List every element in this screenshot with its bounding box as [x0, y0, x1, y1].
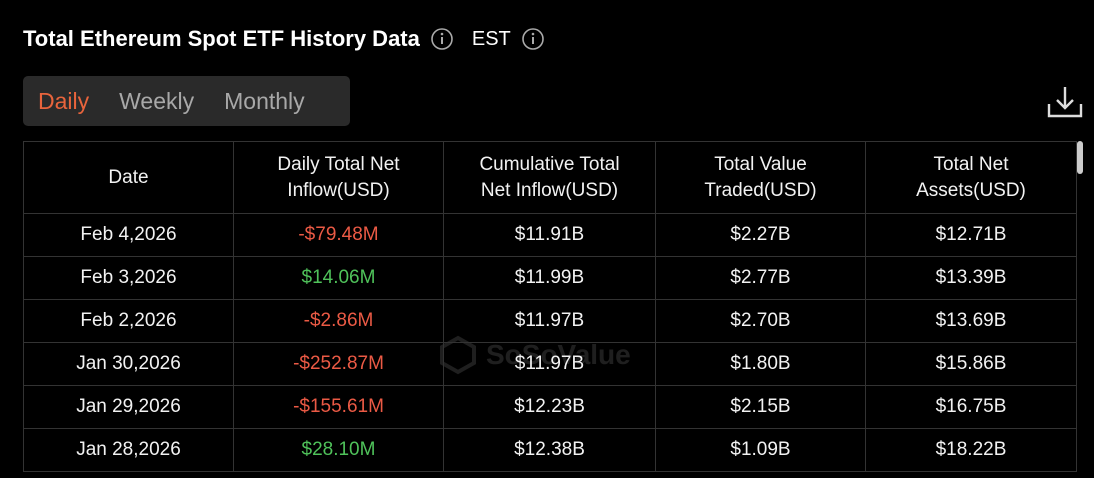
- header: Total Ethereum Spot ETF History Data EST: [23, 24, 545, 54]
- table-cell: $18.22B: [865, 428, 1077, 472]
- period-tab[interactable]: Daily: [38, 87, 90, 114]
- table-row: Jan 28,2026 $28.10M $12.38B $1.09B $18.22B: [23, 428, 1077, 472]
- table-cell: Feb 4,2026: [23, 213, 234, 257]
- table-cell: $11.99B: [443, 256, 656, 300]
- header-row: Date Daily Total Net Inflow(USD) Cumulativ…: [23, 141, 1077, 214]
- info-icon[interactable]: [430, 27, 454, 51]
- table-cell: $15.86B: [865, 342, 1077, 386]
- timezone: EST: [471, 27, 511, 50]
- column-header: Daily Total Net Inflow(USD): [233, 141, 444, 214]
- column-header: Date: [23, 141, 234, 214]
- table-row: Jan 29,2026 -$155.61M $12.23B $2.15B $16.75B: [23, 385, 1077, 429]
- table-cell: $11.97B: [443, 299, 656, 343]
- table-cell: Jan 30,2026: [23, 342, 234, 386]
- table-cell: Jan 29,2026: [23, 385, 234, 429]
- table-cell: $2.15B: [655, 385, 866, 429]
- table-cell: $11.97B: [443, 342, 656, 386]
- period-tabs: Daily Weekly Monthly: [23, 76, 350, 126]
- table-cell: $12.23B: [443, 385, 656, 429]
- table-cell: -$2.86M: [233, 299, 444, 343]
- table-cell: $13.69B: [865, 299, 1077, 343]
- table-cell: $2.27B: [655, 213, 866, 257]
- table-cell: $2.77B: [655, 256, 866, 300]
- table-cell: $1.80B: [655, 342, 866, 386]
- page-title: Total Ethereum Spot ETF History Data: [23, 26, 420, 51]
- period-tab[interactable]: Monthly: [224, 87, 305, 114]
- table-cell: $14.06M: [233, 256, 444, 300]
- column-header: Total Net Assets(USD): [865, 141, 1077, 214]
- table-cell: Jan 28,2026: [23, 428, 234, 472]
- table-cell: $12.38B: [443, 428, 656, 472]
- column-header: Total Value Traded(USD): [655, 141, 866, 214]
- table-body: Feb 4,2026 -$79.48M $11.91B $2.27B $12.71B Fe…: [23, 213, 1077, 472]
- table-cell: -$252.87M: [233, 342, 444, 386]
- history-table: Date Daily Total Net Inflow(USD) Cumulativ…: [23, 141, 1077, 472]
- table-cell: $12.71B: [865, 213, 1077, 257]
- table-cell: -$155.61M: [233, 385, 444, 429]
- table-cell: $1.09B: [655, 428, 866, 472]
- table-row: Feb 4,2026 -$79.48M $11.91B $2.27B $12.71B: [23, 213, 1077, 257]
- table-row: Feb 3,2026 $14.06M $11.99B $2.77B $13.39B: [23, 256, 1077, 300]
- download-button[interactable]: [1046, 84, 1084, 120]
- table-cell: Feb 2,2026: [23, 299, 234, 343]
- table-cell: Feb 3,2026: [23, 256, 234, 300]
- table-cell: $2.70B: [655, 299, 866, 343]
- table-cell: $16.75B: [865, 385, 1077, 429]
- table-row: Jan 30,2026 -$252.87M $11.97B $1.80B $15.86B: [23, 342, 1077, 386]
- scrollbar[interactable]: [1077, 141, 1083, 174]
- table-cell: -$79.48M: [233, 213, 444, 257]
- table-cell: $13.39B: [865, 256, 1077, 300]
- table-cell: $28.10M: [233, 428, 444, 472]
- period-tab[interactable]: Weekly: [119, 87, 195, 114]
- table-cell: $11.91B: [443, 213, 656, 257]
- info-icon[interactable]: [521, 27, 545, 51]
- column-header: Cumulative Total Net Inflow(USD): [443, 141, 656, 214]
- table-row: Feb 2,2026 -$2.86M $11.97B $2.70B $13.69B: [23, 299, 1077, 343]
